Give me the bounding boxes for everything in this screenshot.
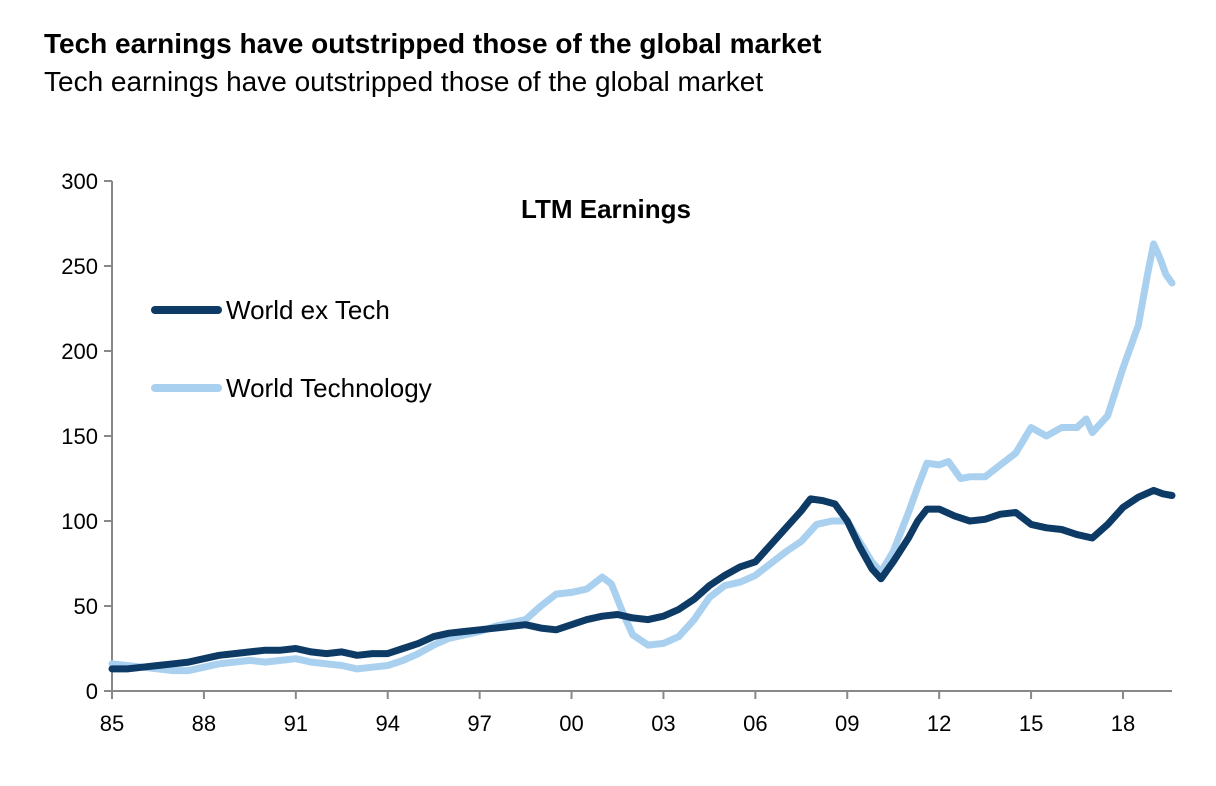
x-tick-label: 12 [927,711,951,736]
y-tick-label: 250 [61,254,98,279]
x-tick-label: 09 [835,711,859,736]
chart-series [108,240,1176,675]
y-tick-label: 300 [61,169,98,194]
x-tick-label: 91 [284,711,308,736]
legend-label-world-ex-tech: World ex Tech [226,295,390,325]
page-subtitle: Tech earnings have outstripped those of … [44,66,764,97]
y-tick-label: 150 [61,424,98,449]
chart-axes: 0 50 100 150 200 250 300 85 88 91 94 97 00 03 06 09 12 15… [61,169,1172,736]
y-tick-label: 100 [61,509,98,534]
series-line-world-technology [108,240,1176,675]
y-tick-label: 200 [61,339,98,364]
x-tick-label: 15 [1019,711,1043,736]
series-line-world-ex-tech [108,486,1176,673]
y-tick-label: 0 [86,679,98,704]
x-tick-label: 97 [467,711,491,736]
x-tick-label: 85 [100,711,124,736]
x-tick-label: 94 [375,711,399,736]
chart-legend: World ex Tech World Technology [151,295,432,403]
y-tick-label: 50 [74,594,98,619]
x-tick-label: 88 [192,711,216,736]
x-tick-label: 00 [559,711,583,736]
x-tick-label: 06 [743,711,767,736]
page-title: Tech earnings have outstripped those of … [44,28,822,59]
x-tick-label: 03 [651,711,675,736]
chart-title: LTM Earnings [521,194,691,224]
legend-label-world-technology: World Technology [226,373,432,403]
x-tick-label: 18 [1111,711,1135,736]
